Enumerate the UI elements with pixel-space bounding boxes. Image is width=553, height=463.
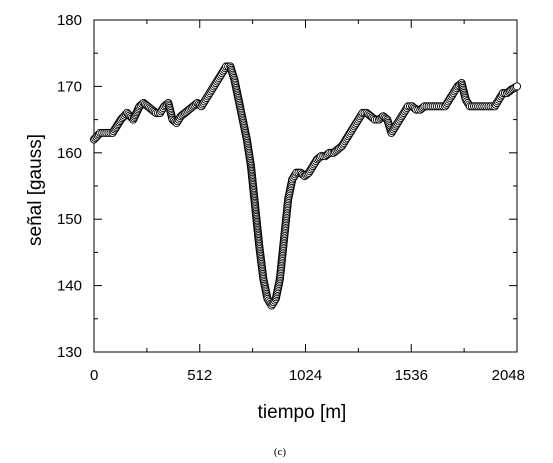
y-tick-label: 140 (57, 278, 82, 295)
plot-frame (93, 19, 518, 353)
x-tick-label: 0 (90, 367, 98, 384)
y-tick-label: 170 (57, 78, 82, 95)
x-tick-label: 512 (187, 367, 212, 384)
figure-caption: (c) (274, 446, 287, 458)
data-point (512, 82, 522, 91)
x-tick-label: 1024 (289, 367, 322, 384)
tick-labels: 130 140 150 160 170 180 0 512 1024 1536 2048 (57, 12, 525, 384)
data-points (89, 62, 522, 310)
y-tick-label: 130 (57, 344, 82, 361)
x-tick-label: 2048 (492, 367, 525, 384)
y-tick-label: 180 (57, 12, 82, 29)
y-tick-label: 150 (57, 211, 82, 228)
x-axis-title: tiempo [m] (258, 402, 347, 423)
y-axis-title: señal [gauss] (25, 134, 46, 246)
y-tick-label: 160 (57, 145, 82, 162)
axis-ticks (93, 19, 518, 353)
x-tick-label: 1536 (395, 367, 428, 384)
